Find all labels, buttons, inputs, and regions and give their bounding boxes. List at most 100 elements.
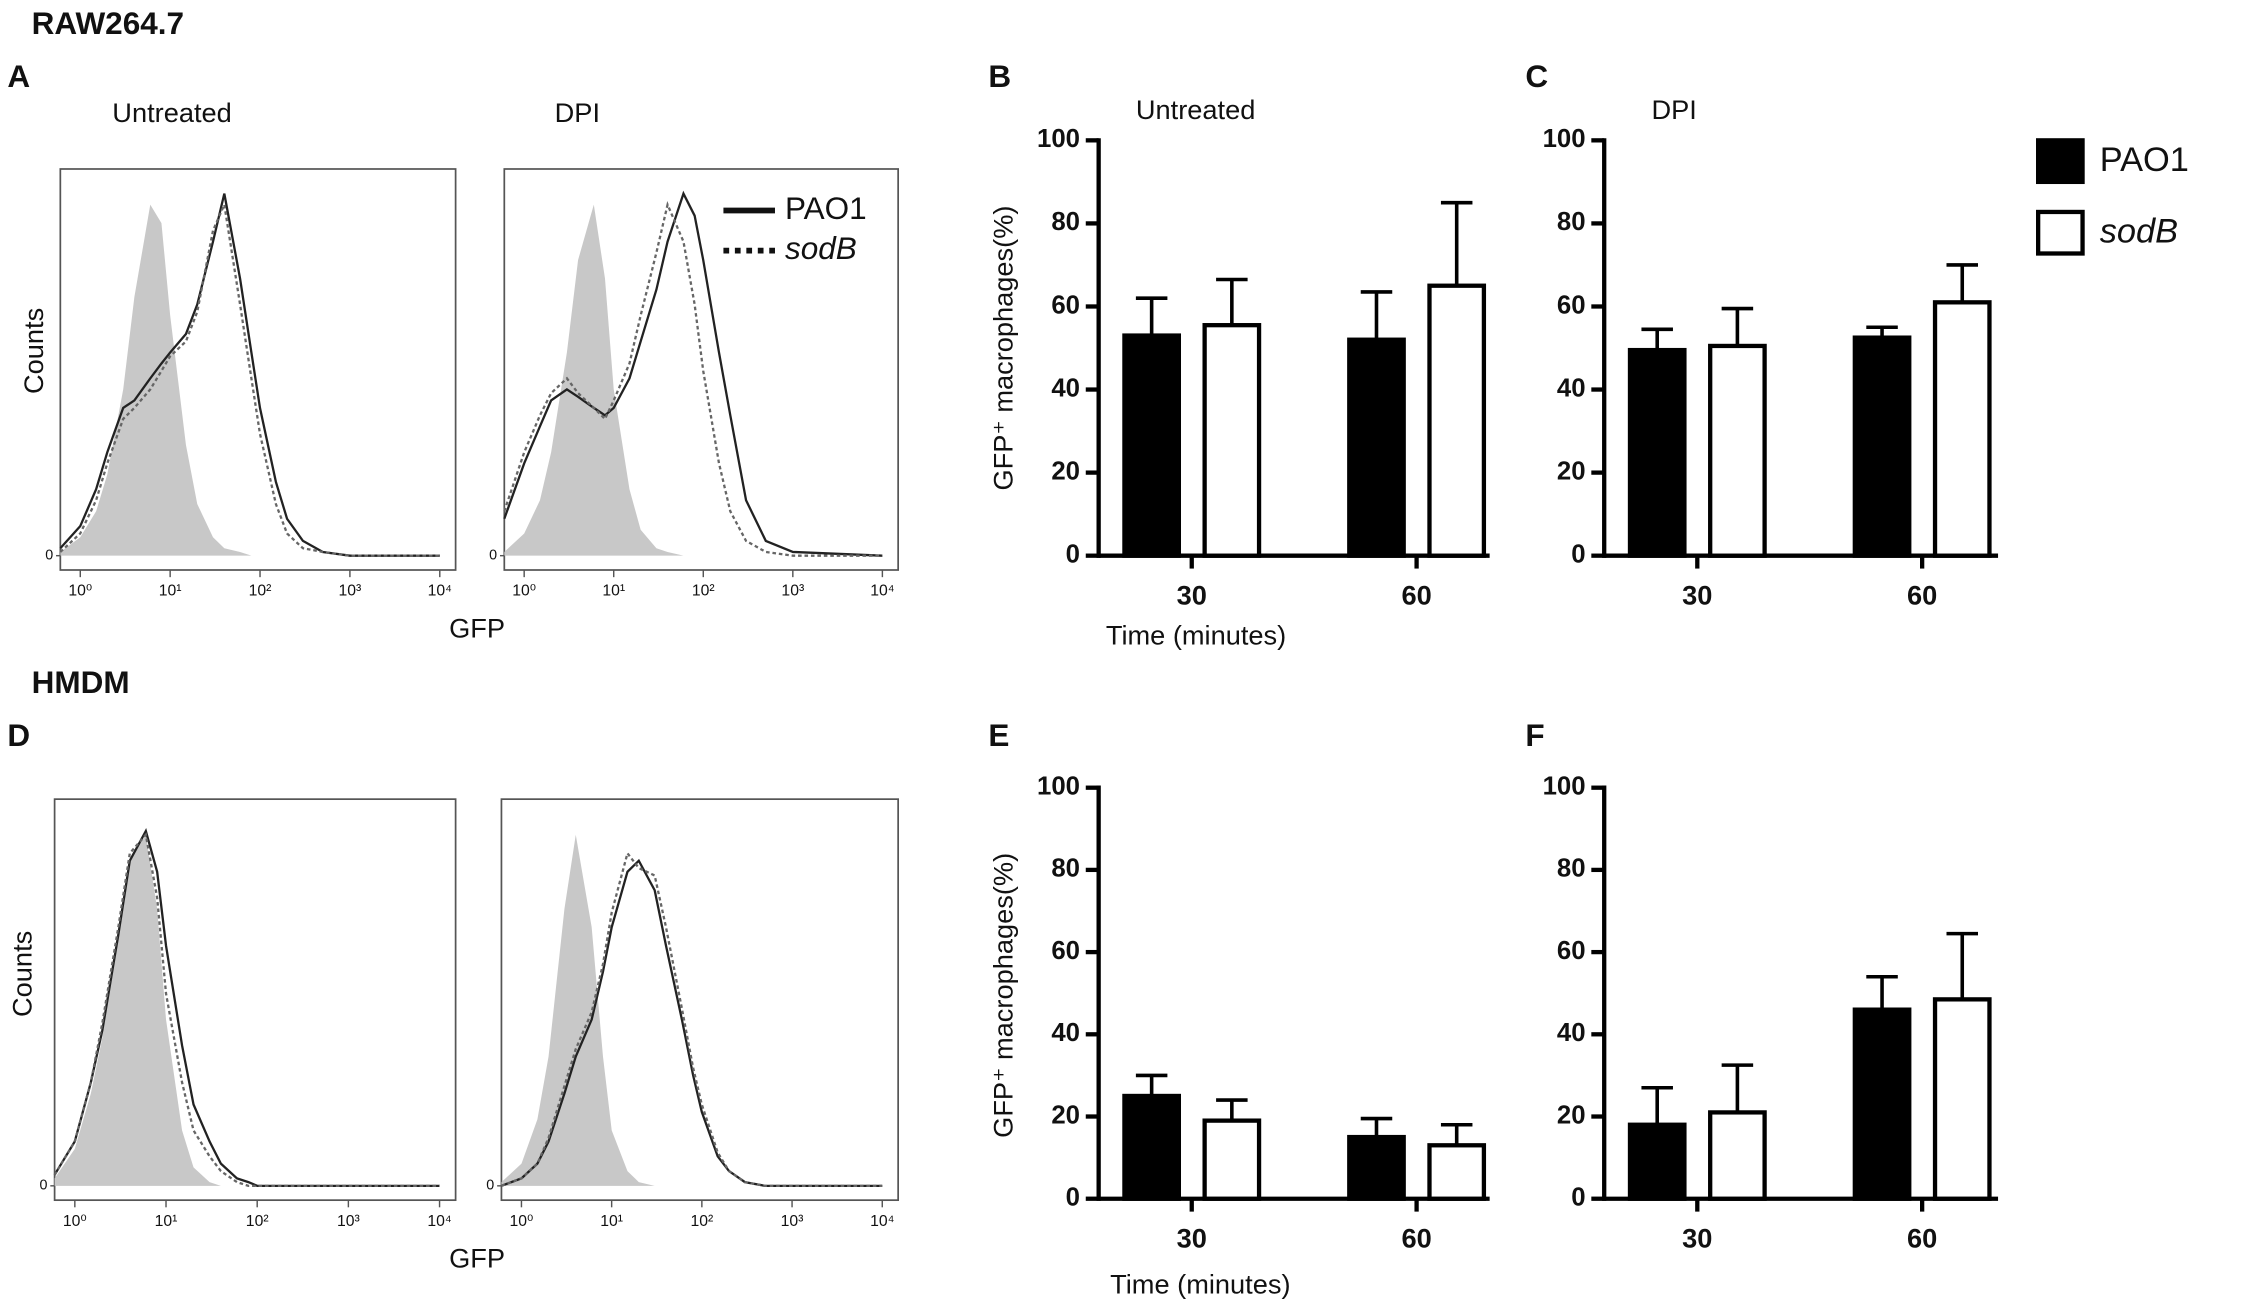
plot-frame xyxy=(500,798,900,1202)
plot-frame xyxy=(59,168,457,571)
y-tick-label: 0 xyxy=(45,547,53,563)
bar xyxy=(1932,300,1992,558)
row-label: HMDM xyxy=(32,664,130,700)
y-axis-label: Counts xyxy=(7,931,38,1017)
x-tick-label: 30 xyxy=(1177,1222,1207,1253)
bar xyxy=(1122,333,1182,558)
x-axis-label: Time (minutes) xyxy=(1110,1268,1290,1299)
x-tick-label: 10⁰ xyxy=(512,583,536,600)
histogram-line xyxy=(59,193,440,557)
chart-title: Untreated xyxy=(1136,94,1255,125)
error-bar xyxy=(1216,1098,1248,1121)
histogram-line xyxy=(503,201,883,557)
y-tick-label: 60 xyxy=(1557,937,1586,965)
y-axis-label: GFP⁺ macrophages(%) xyxy=(988,206,1019,491)
bar xyxy=(1427,1143,1487,1201)
legend-swatch xyxy=(2036,138,2085,185)
histogram-area xyxy=(504,204,883,556)
x-tick-label: 10¹ xyxy=(155,1213,178,1230)
y-tick-label: 60 xyxy=(1557,291,1586,319)
error-bar xyxy=(1641,1085,1673,1125)
legend-label: PAO1 xyxy=(2100,141,2189,179)
y-tick-label: 20 xyxy=(1051,1101,1080,1129)
plot-frame xyxy=(503,168,900,571)
error-bar xyxy=(1721,1063,1754,1113)
y-tick-label: 80 xyxy=(1051,208,1080,236)
error-bar xyxy=(1216,277,1248,326)
y-tick-label: 40 xyxy=(1557,374,1586,402)
panel-label: F xyxy=(1525,717,1544,753)
bar xyxy=(1202,323,1262,558)
x-tick-label: 30 xyxy=(1177,579,1207,610)
legend-label: sodB xyxy=(785,230,857,266)
chart-title: DPI xyxy=(555,97,600,128)
y-tick-label: 0 xyxy=(1571,540,1585,568)
histogram-line xyxy=(53,832,440,1187)
bar xyxy=(1122,1093,1182,1201)
y-tick-label: 20 xyxy=(1557,457,1586,485)
panel-label: E xyxy=(988,717,1009,753)
error-bar xyxy=(1866,974,1898,1010)
bar xyxy=(1627,347,1687,558)
y-tick-label: 0 xyxy=(486,1178,494,1194)
x-tick-label: 10² xyxy=(690,1213,713,1230)
x-tick-label: 60 xyxy=(1401,1222,1431,1253)
bar xyxy=(1932,997,1992,1201)
error-bar xyxy=(1440,1122,1473,1146)
y-tick-label: 0 xyxy=(1066,1184,1080,1212)
error-bar xyxy=(1440,200,1473,286)
x-tick-label: 10⁰ xyxy=(68,583,92,600)
x-tick-label: 10⁴ xyxy=(427,1213,451,1230)
row-label: RAW264.7 xyxy=(32,5,184,41)
legend-swatch xyxy=(2036,209,2085,256)
y-tick-label: 80 xyxy=(1557,855,1586,883)
chart-title: DPI xyxy=(1651,94,1696,125)
error-bar xyxy=(1721,306,1754,346)
y-axis-label: GFP⁺ macrophages(%) xyxy=(988,853,1019,1138)
error-bar xyxy=(1946,931,1979,1000)
x-tick-label: 10² xyxy=(249,583,272,600)
histogram-line xyxy=(59,200,440,557)
y-tick-label: 0 xyxy=(1571,1184,1585,1212)
x-tick-label: 10⁴ xyxy=(870,1213,894,1230)
histogram-line xyxy=(501,850,883,1187)
y-tick-label: 40 xyxy=(1557,1019,1586,1047)
error-bar xyxy=(1866,325,1898,338)
x-tick-label: 10³ xyxy=(781,1213,804,1230)
bar xyxy=(1852,335,1912,558)
x-tick-label: 30 xyxy=(1682,1222,1712,1253)
bar xyxy=(1347,337,1406,558)
error-bar xyxy=(1135,296,1168,336)
x-axis-label: Time (minutes) xyxy=(1106,620,1286,651)
y-tick-label: 100 xyxy=(1543,773,1586,801)
bar xyxy=(1347,1134,1406,1201)
panel-label: C xyxy=(1525,58,1548,94)
y-tick-label: 20 xyxy=(1051,457,1080,485)
panel-label: D xyxy=(7,717,30,753)
y-tick-label: 100 xyxy=(1037,773,1080,801)
y-tick-label: 60 xyxy=(1051,291,1080,319)
panel-label: B xyxy=(988,58,1011,94)
y-tick-label: 20 xyxy=(1557,1101,1586,1129)
x-axis-label: GFP xyxy=(449,1242,505,1273)
x-tick-label: 10³ xyxy=(337,1213,360,1230)
histogram-line xyxy=(503,190,883,557)
legend-label: PAO1 xyxy=(785,190,867,226)
legend-label: sodB xyxy=(2100,213,2178,251)
y-tick-label: 0 xyxy=(489,547,497,563)
y-tick-label: 40 xyxy=(1051,1019,1080,1047)
x-tick-label: 10⁴ xyxy=(428,583,452,600)
error-bar xyxy=(1135,1073,1168,1096)
error-bar xyxy=(1360,1116,1393,1138)
x-tick-label: 10² xyxy=(246,1213,269,1230)
error-bar xyxy=(1360,290,1393,340)
histogram-area xyxy=(501,834,883,1186)
x-tick-label: 60 xyxy=(1907,1222,1937,1253)
x-tick-label: 60 xyxy=(1907,579,1937,610)
x-tick-label: 60 xyxy=(1401,579,1431,610)
plot-frame xyxy=(53,798,457,1202)
error-bar xyxy=(1946,263,1979,303)
x-axis-label: GFP xyxy=(449,612,505,643)
bar xyxy=(1708,1110,1767,1201)
